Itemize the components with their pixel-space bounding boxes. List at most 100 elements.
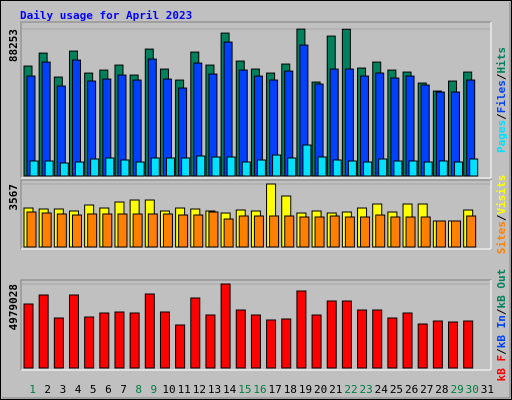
bar <box>311 314 322 369</box>
bar <box>408 160 418 177</box>
bar <box>129 312 140 369</box>
bar <box>296 290 307 369</box>
bar <box>235 309 246 369</box>
bar <box>162 213 173 248</box>
legend-separator: / <box>495 113 508 120</box>
bar <box>420 216 431 248</box>
bar <box>144 293 155 369</box>
bar <box>159 311 170 369</box>
bar <box>238 215 249 248</box>
x-tick-label: 4 <box>75 383 82 396</box>
bar <box>329 215 340 248</box>
x-tick-label: 31 <box>481 383 494 396</box>
bar <box>23 303 34 369</box>
chart-title: Daily usage for April 2023 <box>20 9 192 22</box>
bar <box>466 215 477 248</box>
x-tick-label: 1 <box>29 383 36 396</box>
x-tick-label: 12 <box>193 383 206 396</box>
bar <box>102 213 113 248</box>
bar <box>357 309 368 369</box>
legend-separator: / <box>495 348 508 355</box>
bar <box>44 160 54 177</box>
x-tick-label: 8 <box>135 383 142 396</box>
x-tick-label: 23 <box>360 383 373 396</box>
bar <box>463 320 474 369</box>
x-tick-label: 13 <box>208 383 221 396</box>
legend-entry: kB In <box>495 315 508 348</box>
bar <box>272 154 282 177</box>
bar <box>299 216 310 248</box>
legend-entry: kB Out <box>495 269 508 309</box>
bar <box>190 297 201 369</box>
bar <box>393 160 403 177</box>
bar <box>269 215 280 248</box>
legend-entry: Hits <box>495 47 508 74</box>
x-tick-label: 24 <box>375 383 389 396</box>
y-tick-label: 88253 <box>7 29 20 62</box>
x-tick-label: 15 <box>238 383 251 396</box>
bar <box>284 215 295 248</box>
y-tick-label: 4979028 <box>7 284 20 330</box>
bar <box>287 157 297 177</box>
bar <box>41 212 52 248</box>
bar <box>360 75 370 177</box>
bar <box>256 159 266 177</box>
bar <box>87 213 98 248</box>
x-tick-label: 17 <box>269 383 282 396</box>
x-tick-label: 26 <box>405 383 418 396</box>
x-tick-label: 16 <box>253 383 266 396</box>
legend-entry: Files <box>495 80 508 113</box>
legend-separator: / <box>495 214 508 221</box>
bar <box>387 317 398 369</box>
bar <box>326 300 337 369</box>
bar <box>332 159 342 177</box>
x-tick-label: 6 <box>105 383 112 396</box>
bar <box>266 319 277 369</box>
bar <box>56 213 67 248</box>
bar <box>223 218 234 248</box>
bar <box>220 283 231 369</box>
bar <box>405 216 416 248</box>
bar <box>451 220 462 248</box>
bar <box>241 161 251 177</box>
bar <box>454 161 464 177</box>
x-tick-label: 10 <box>162 383 175 396</box>
x-tick-label: 19 <box>299 383 312 396</box>
bar <box>147 213 158 248</box>
bar <box>432 320 443 369</box>
bar <box>435 220 446 248</box>
legend-entry: Visits <box>495 175 508 215</box>
x-tick-label: 11 <box>178 383 191 396</box>
bar <box>90 158 100 177</box>
legend-entry: Sites <box>495 221 508 254</box>
bar <box>317 156 327 177</box>
bar <box>344 216 355 248</box>
legend: Sites/Visits <box>495 175 508 255</box>
x-tick-label: 22 <box>344 383 357 396</box>
bar <box>117 213 128 248</box>
x-tick-label: 18 <box>284 383 297 396</box>
bar <box>250 314 261 369</box>
bar <box>196 155 206 177</box>
x-tick-label: 14 <box>223 383 237 396</box>
bar <box>105 157 115 177</box>
bar <box>181 157 191 177</box>
x-tick-label: 28 <box>435 383 448 396</box>
bar <box>438 160 448 177</box>
bar <box>208 211 219 248</box>
bar <box>120 159 130 177</box>
bar <box>211 156 221 177</box>
bar <box>38 294 49 369</box>
bar <box>26 211 37 248</box>
bar <box>281 318 292 369</box>
bar <box>71 214 82 248</box>
x-tick-label: 27 <box>420 383 433 396</box>
bar <box>375 214 386 248</box>
bar <box>41 61 51 177</box>
bar <box>165 157 175 177</box>
bar <box>71 59 81 177</box>
bar <box>417 323 428 369</box>
bar <box>363 161 373 177</box>
bar <box>344 68 354 177</box>
